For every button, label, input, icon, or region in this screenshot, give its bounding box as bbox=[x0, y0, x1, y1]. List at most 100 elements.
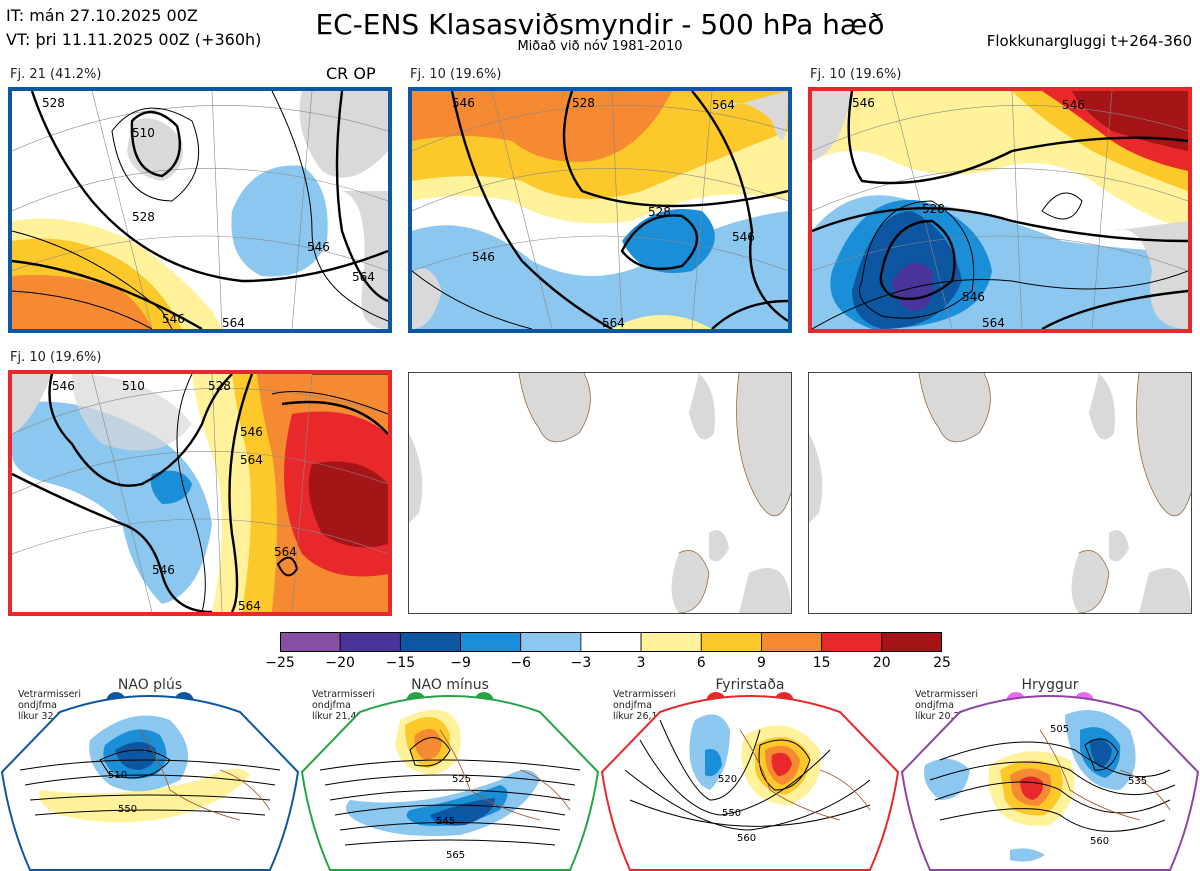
colorbar-cell bbox=[520, 632, 582, 652]
contour-label: 546 bbox=[732, 230, 755, 244]
contour-label: 510 bbox=[122, 379, 145, 393]
colorbar-tick-label: 6 bbox=[696, 655, 706, 671]
colorbar-tick-label: −9 bbox=[450, 655, 471, 671]
page-subtitle: Miðað við nóv 1981-2010 bbox=[517, 39, 683, 54]
contour-label: 546 bbox=[852, 96, 875, 110]
contour-label: 564 bbox=[352, 270, 375, 284]
panel-3-label: Fj. 10 (19.6%) bbox=[810, 67, 902, 82]
contour-label: 546 bbox=[962, 290, 985, 304]
contour-label: 528 bbox=[208, 379, 231, 393]
regime-season: Vetrarmisseri bbox=[18, 689, 81, 700]
regime-map-fyrirstada: 520 550 560 bbox=[600, 692, 900, 871]
colorbar-cell bbox=[761, 632, 823, 652]
regime-season: Vetrarmisseri bbox=[915, 689, 978, 700]
contour-label: 564 bbox=[274, 545, 297, 559]
contour-label: 546 bbox=[1062, 98, 1085, 112]
colorbar-cell bbox=[881, 632, 942, 652]
regime-map-nao-minus: 525 545 565 bbox=[300, 692, 600, 871]
regime-probability: líkur 20,2% bbox=[915, 711, 969, 722]
panel-1-label: Fj. 21 (41.2%) bbox=[10, 67, 102, 82]
regime-season: Vetrarmisseri bbox=[613, 689, 676, 700]
regime-probability: líkur 32,3% bbox=[18, 711, 72, 722]
colorbar-tick-label: 20 bbox=[872, 655, 891, 671]
empty-map-6 bbox=[808, 372, 1192, 614]
contour-label: 528 bbox=[132, 210, 155, 224]
regime-4-info: Vetrarmisseri ondjfma líkur 20,2% bbox=[915, 689, 978, 722]
colorbar-tick-label: −3 bbox=[570, 655, 592, 671]
cluster-map-4[interactable]: 546 510 528 546 564 546 564 564 bbox=[8, 370, 392, 616]
contour-label: 550 bbox=[118, 804, 137, 815]
contour-label: 564 bbox=[602, 316, 625, 329]
page-title: EC-ENS Klasasviðsmyndir - 500 hPa hæð bbox=[315, 8, 885, 41]
panel-1-tag: CR OP bbox=[326, 64, 376, 83]
colorbar-cell bbox=[460, 632, 522, 652]
regime-3-info: Vetrarmisseri ondjfma líkur 26,1% bbox=[613, 689, 676, 722]
contour-label: 560 bbox=[737, 833, 756, 844]
colorbar-tick-label: −20 bbox=[325, 655, 355, 671]
contour-label: 546 bbox=[452, 96, 475, 110]
colorbar-cell bbox=[280, 632, 341, 652]
colorbar-tick-label: −25 bbox=[265, 655, 295, 671]
contour-label: 505 bbox=[1050, 724, 1069, 735]
colorbar-tick-label: −6 bbox=[510, 655, 532, 671]
regime-2-info: Vetrarmisseri ondjfma líkur 21,4% bbox=[312, 689, 375, 722]
valid-time: VT: þri 11.11.2025 00Z (+360h) bbox=[6, 30, 262, 49]
regime-probability: líkur 21,4% bbox=[312, 711, 366, 722]
regime-1-name: NAO plús bbox=[117, 677, 183, 693]
empty-map-5 bbox=[408, 372, 792, 614]
colorbar-cell bbox=[580, 632, 642, 652]
colorbar-tick-label: 25 bbox=[933, 655, 951, 671]
contour-label: 528 bbox=[648, 205, 671, 219]
contour-label: 525 bbox=[452, 774, 471, 785]
regime-mean: ondjfma bbox=[613, 700, 652, 711]
contour-label: 510 bbox=[108, 770, 127, 781]
contour-label: 528 bbox=[572, 96, 595, 110]
colorbar-cell bbox=[821, 632, 883, 652]
contour-label: 564 bbox=[712, 98, 735, 112]
contour-label: 535 bbox=[1128, 776, 1147, 787]
panel-4-label: Fj. 10 (19.6%) bbox=[10, 350, 102, 365]
contour-label: 550 bbox=[722, 808, 741, 819]
regime-map-hryggur: 505 535 560 bbox=[900, 692, 1200, 871]
panel-2-label: Fj. 10 (19.6%) bbox=[410, 67, 502, 82]
contour-label: 520 bbox=[718, 774, 737, 785]
classification-window: Flokkunargluggi t+264-360 bbox=[986, 32, 1192, 50]
regime-mean: ondjfma bbox=[312, 700, 351, 711]
contour-label: 565 bbox=[446, 850, 465, 861]
contour-label: 564 bbox=[222, 316, 245, 329]
colorbar-cell bbox=[399, 632, 461, 652]
contour-label: 546 bbox=[240, 425, 263, 439]
contour-label: 560 bbox=[1090, 836, 1109, 847]
regime-map-nao-plus: 510 550 bbox=[0, 692, 300, 871]
colorbar-tick-label: 15 bbox=[812, 655, 831, 671]
colorbar-tick-label: 3 bbox=[636, 655, 646, 671]
initial-time: IT: mán 27.10.2025 00Z bbox=[6, 6, 198, 25]
regime-4-name: Hryggur bbox=[1021, 677, 1079, 693]
regime-mean: ondjfma bbox=[18, 700, 57, 711]
cluster-map-3[interactable]: 546 528 546 546 564 bbox=[808, 87, 1192, 333]
regime-1-info: Vetrarmisseri ondjfma líkur 32,3% bbox=[18, 689, 81, 722]
contour-label: 564 bbox=[238, 599, 261, 612]
contour-label: 564 bbox=[240, 453, 263, 467]
colorbar bbox=[280, 632, 942, 652]
cluster-map-2[interactable]: 546 528 528 546 564 546 564 bbox=[408, 87, 792, 333]
cluster-map-1[interactable]: 528 510 528 546 546 564 564 bbox=[8, 87, 392, 333]
colorbar-tick-label: −15 bbox=[385, 655, 416, 671]
colorbar-cell bbox=[339, 632, 401, 652]
contour-label: 564 bbox=[982, 316, 1005, 329]
regime-probability: líkur 26,1% bbox=[613, 711, 667, 722]
contour-label: 546 bbox=[152, 563, 175, 577]
contour-label: 546 bbox=[52, 379, 75, 393]
contour-label: 546 bbox=[162, 312, 185, 326]
regime-season: Vetrarmisseri bbox=[312, 689, 375, 700]
colorbar-cell bbox=[700, 632, 762, 652]
contour-label: 528 bbox=[922, 202, 945, 216]
contour-label: 546 bbox=[472, 250, 495, 264]
contour-label: 545 bbox=[436, 816, 455, 827]
contour-label: 546 bbox=[307, 240, 330, 254]
colorbar-tick-label: 9 bbox=[756, 655, 766, 671]
contour-label: 528 bbox=[42, 96, 65, 110]
regime-3-name: Fyrirstaða bbox=[715, 677, 785, 693]
regime-mean: ondjfma bbox=[915, 700, 954, 711]
colorbar-cell bbox=[640, 632, 702, 652]
